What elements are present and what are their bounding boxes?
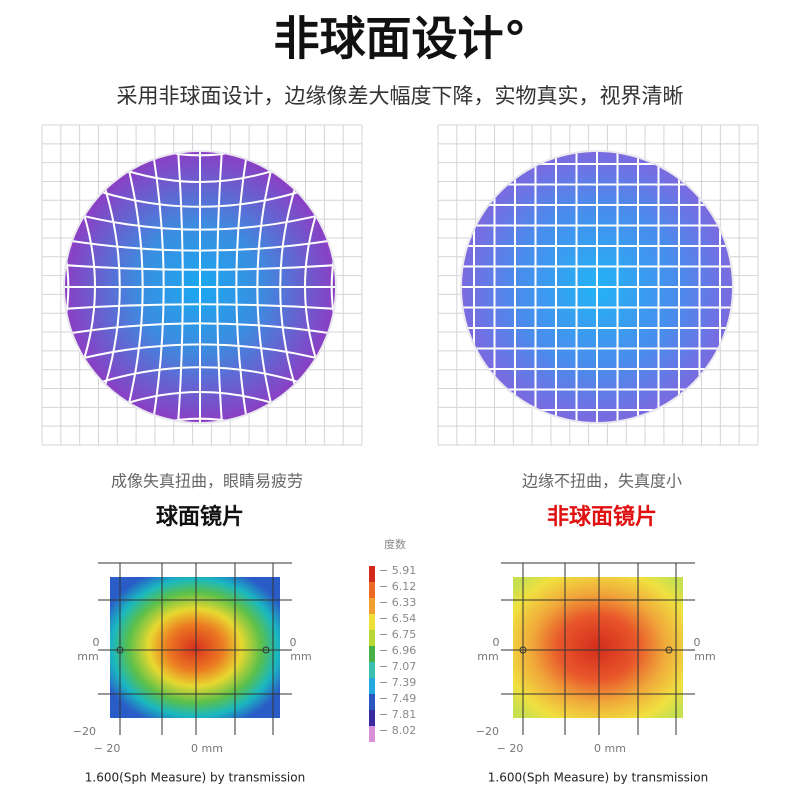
grid-line xyxy=(360,137,439,437)
legend-label: − 5.91 xyxy=(379,564,416,577)
axis-label: − 20 xyxy=(94,742,121,755)
grid-line xyxy=(65,417,335,422)
axis-label: 0 xyxy=(493,636,500,649)
legend-label: − 6.75 xyxy=(379,628,416,641)
legend-swatch xyxy=(369,614,375,630)
axis-label: 0 xyxy=(694,636,701,649)
axis-label: 0 mm xyxy=(594,742,626,755)
legend-label: − 7.81 xyxy=(379,708,416,721)
marker xyxy=(519,646,527,654)
legend-swatch xyxy=(369,678,375,694)
axis-label: mm xyxy=(477,650,498,663)
legend-swatch xyxy=(369,726,375,742)
axis-label: −20 xyxy=(73,725,96,738)
legend-label: − 7.49 xyxy=(379,692,416,705)
axis-label: mm xyxy=(694,650,715,663)
subtitle: 采用非球面设计，边缘像差大幅度下降，实物真实，视界清晰 xyxy=(117,84,684,108)
axis-label: mm xyxy=(290,650,311,663)
grid-line xyxy=(65,303,335,311)
legend-swatch xyxy=(369,662,375,678)
legend-swatch xyxy=(369,710,375,726)
legend-swatch xyxy=(369,582,375,598)
grid-line xyxy=(0,137,40,437)
legend-label: − 6.12 xyxy=(379,580,416,593)
axis-label: mm xyxy=(77,650,98,663)
legend-label: − 7.39 xyxy=(379,676,416,689)
legend-swatch xyxy=(369,598,375,614)
legend-swatch xyxy=(369,694,375,710)
grid-line xyxy=(216,152,224,422)
grid-line xyxy=(65,343,335,368)
caption: 成像失真扭曲，眼睛易疲劳 xyxy=(111,472,303,491)
marker xyxy=(262,646,270,654)
caption: 边缘不扭曲，失真度小 xyxy=(522,472,682,491)
legend-swatch xyxy=(369,566,375,582)
heatmap xyxy=(110,577,280,718)
legend-label: − 7.07 xyxy=(379,660,416,673)
legend-label: − 6.33 xyxy=(379,596,416,609)
legend-label: − 6.54 xyxy=(379,612,416,625)
legend-label: − 6.96 xyxy=(379,644,416,657)
axis-label: −20 xyxy=(476,725,499,738)
map-note: 1.600(Sph Measure) by transmission xyxy=(488,771,708,785)
legend-swatch xyxy=(369,630,375,646)
legend-title: 度数 xyxy=(384,537,406,551)
axis-label: − 20 xyxy=(497,742,524,755)
lens-label: 球面镜片 xyxy=(156,504,244,530)
grid-line xyxy=(65,152,70,422)
marker xyxy=(116,646,124,654)
marker xyxy=(665,646,673,654)
title: 非球面设计° xyxy=(274,12,527,66)
axis-label: 0 xyxy=(93,636,100,649)
grid-line xyxy=(256,152,281,422)
grid-line xyxy=(330,152,335,422)
grid-line xyxy=(65,322,335,338)
lens-label: 非球面镜片 xyxy=(547,504,657,530)
map-note: 1.600(Sph Measure) by transmission xyxy=(85,771,305,785)
legend-label: − 8.02 xyxy=(379,724,416,737)
legend-swatch xyxy=(369,646,375,662)
heatmap xyxy=(513,577,683,718)
axis-label: 0 mm xyxy=(191,742,223,755)
lens-grid xyxy=(0,137,439,437)
axis-label: 0 xyxy=(290,636,297,649)
grid-line xyxy=(235,152,251,422)
